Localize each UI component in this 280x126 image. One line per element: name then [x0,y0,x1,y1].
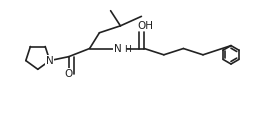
Text: OH: OH [137,21,153,31]
Text: N: N [46,56,54,66]
Text: N: N [114,43,122,54]
Text: O: O [64,69,73,79]
Text: H: H [124,45,131,54]
